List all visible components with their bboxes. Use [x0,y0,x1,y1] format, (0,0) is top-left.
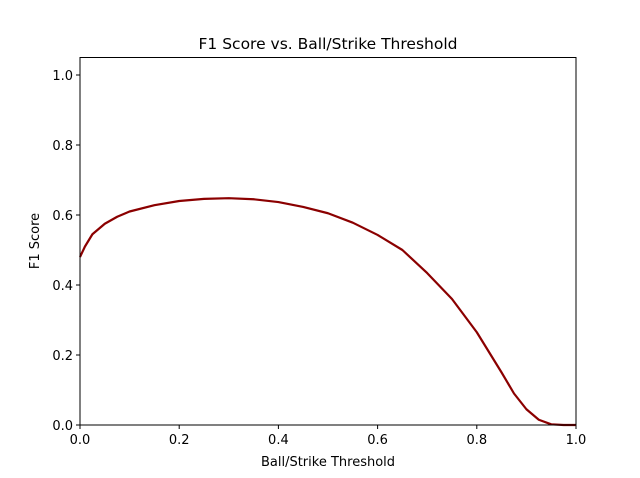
x-tick-label: 0.6 [367,433,388,448]
x-tick-label: 0.8 [466,433,487,448]
x-axis-label: Ball/Strike Threshold [261,455,395,470]
y-tick-label: 0.4 [52,279,73,294]
line-series [79,197,576,427]
y-tick-label: 1.0 [52,69,73,84]
x-tick-label: 1.0 [566,433,587,448]
plot-frame [79,57,577,426]
y-tick-label: 0.6 [52,209,73,224]
y-tick-label: 0.2 [52,349,73,364]
x-tick-label: 0.4 [268,433,289,448]
y-tick-label: 0.8 [52,139,73,154]
y-tick-label: 0.0 [52,419,73,434]
y-axis-label: F1 Score [28,213,43,269]
chart-title: F1 Score vs. Ball/Strike Threshold [199,35,458,53]
x-tick-label: 0.0 [70,433,91,448]
x-tick-label: 0.2 [169,433,190,448]
